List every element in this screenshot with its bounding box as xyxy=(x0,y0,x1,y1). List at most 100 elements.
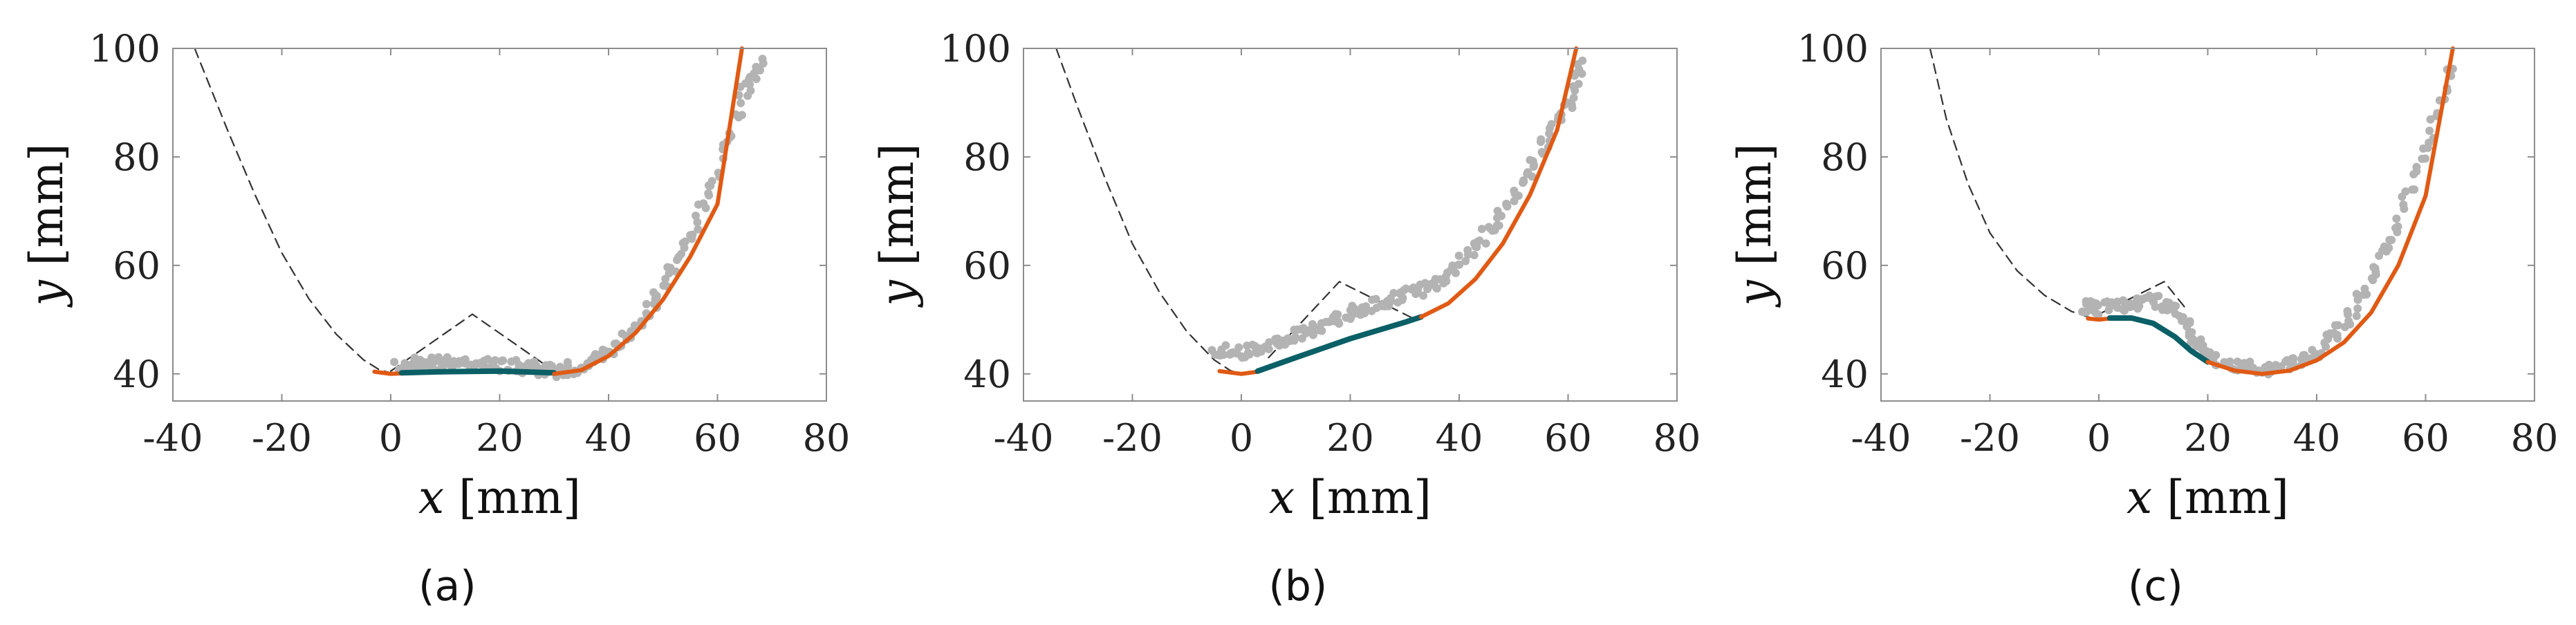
scatter-series xyxy=(2078,64,2457,379)
scatter-point xyxy=(2245,357,2254,366)
x-tick-label: 0 xyxy=(379,416,402,460)
scatter-point xyxy=(1537,135,1546,144)
scatter-point xyxy=(2425,127,2434,136)
scatter-point xyxy=(1362,302,1371,311)
scatter-point xyxy=(1317,326,1326,335)
scatter-point xyxy=(736,98,745,107)
model-line-orange xyxy=(2205,46,2455,376)
x-tick-label: 0 xyxy=(1230,416,1253,460)
scatter-point xyxy=(431,357,440,366)
scatter-point xyxy=(1545,129,1554,138)
scatter-point xyxy=(1494,221,1503,230)
scatter-point xyxy=(630,321,639,330)
y-tick-label: 60 xyxy=(963,244,1011,288)
x-axis-var: x xyxy=(2126,471,2152,524)
scatter-point xyxy=(1569,93,1578,102)
scatter-point xyxy=(2400,205,2409,214)
scatter-point xyxy=(1368,295,1377,304)
scatter-point xyxy=(677,250,686,259)
model-line-orange xyxy=(2086,316,2112,322)
model-line-teal xyxy=(398,368,557,376)
scatter-point xyxy=(410,353,419,362)
scatter-point xyxy=(390,357,399,366)
scatter-point xyxy=(2119,296,2128,305)
scatter-point xyxy=(1238,353,1247,362)
scatter-point xyxy=(1547,120,1556,129)
scatter-point xyxy=(2385,236,2394,245)
x-tick-label: -20 xyxy=(1102,416,1162,460)
scatter-point xyxy=(2094,310,2103,319)
scatter-point xyxy=(1387,297,1396,306)
scatter-point xyxy=(2322,342,2331,351)
scatter-point xyxy=(2185,319,2194,328)
y-tick-label: 100 xyxy=(1797,27,1869,71)
x-tick-label: -40 xyxy=(994,416,1054,460)
x-tick-label: 40 xyxy=(585,416,633,460)
scatter-point xyxy=(680,243,689,252)
scatter-point xyxy=(555,364,564,373)
scatter-point xyxy=(666,263,675,272)
scatter-point xyxy=(1463,245,1472,254)
scatter-point xyxy=(1454,251,1463,260)
x-tick-label: 20 xyxy=(2184,416,2232,460)
scatter-point xyxy=(1414,285,1423,294)
scatter-point xyxy=(1221,341,1230,350)
scatter-point xyxy=(1335,319,1344,328)
x-axis-unit: [mm] xyxy=(1295,471,1431,524)
x-tick-label: 60 xyxy=(1544,416,1592,460)
model-line-teal xyxy=(2106,315,2211,365)
scatter-series xyxy=(1207,56,1587,362)
x-axis-label: x [mm] xyxy=(1269,471,1431,524)
y-tick-label: 100 xyxy=(940,27,1011,71)
scatter-point xyxy=(693,218,702,227)
scatter-point xyxy=(2346,320,2355,329)
scatter-point xyxy=(1574,80,1583,88)
scatter-point xyxy=(2135,301,2144,310)
scatter-point xyxy=(499,356,508,365)
scatter-point xyxy=(642,299,651,308)
y-axis-var: y xyxy=(20,279,73,308)
y-axis-label: y [mm] xyxy=(1728,144,1781,308)
scatter-point xyxy=(2401,187,2410,196)
reference-line xyxy=(1055,47,1243,375)
scatter-point xyxy=(1519,178,1528,187)
scatter-point xyxy=(461,355,470,364)
x-tick-label: 60 xyxy=(694,416,741,460)
scatter-point xyxy=(1346,315,1355,324)
y-tick-label: 60 xyxy=(1821,244,1869,288)
scatter-point xyxy=(2118,305,2127,314)
axes-box xyxy=(1023,48,1678,402)
scatter-point xyxy=(1308,330,1317,339)
scatter-point xyxy=(2092,301,2101,310)
scatter-point xyxy=(1473,237,1482,246)
x-tick-label: 80 xyxy=(2511,416,2559,460)
scatter-point xyxy=(2344,310,2353,319)
scatter-point xyxy=(1448,265,1457,274)
x-tick-label: 40 xyxy=(2293,416,2341,460)
scatter-point xyxy=(746,86,755,95)
scatter-point xyxy=(652,291,661,300)
x-axis-var: x xyxy=(1269,471,1295,524)
x-tick-label: -20 xyxy=(252,416,312,460)
scatter-point xyxy=(2421,154,2430,163)
scatter-point xyxy=(2360,284,2369,293)
scatter-point xyxy=(1477,225,1486,234)
model-line-orange xyxy=(1418,46,1579,319)
scatter-point xyxy=(2169,302,2178,311)
y-tick-label: 80 xyxy=(1821,136,1869,179)
x-tick-label: 20 xyxy=(1326,416,1374,460)
scatter-point xyxy=(2333,321,2342,330)
scatter-point xyxy=(563,357,572,366)
scatter-point xyxy=(1481,239,1490,248)
scatter-point xyxy=(737,111,746,120)
scatter-point xyxy=(1419,291,1428,300)
y-tick-label: 40 xyxy=(963,353,1011,396)
scatter-point xyxy=(2178,312,2187,321)
x-tick-label: 60 xyxy=(2402,416,2449,460)
y-axis-unit: [mm] xyxy=(871,144,924,281)
scatter-point xyxy=(1470,251,1479,260)
